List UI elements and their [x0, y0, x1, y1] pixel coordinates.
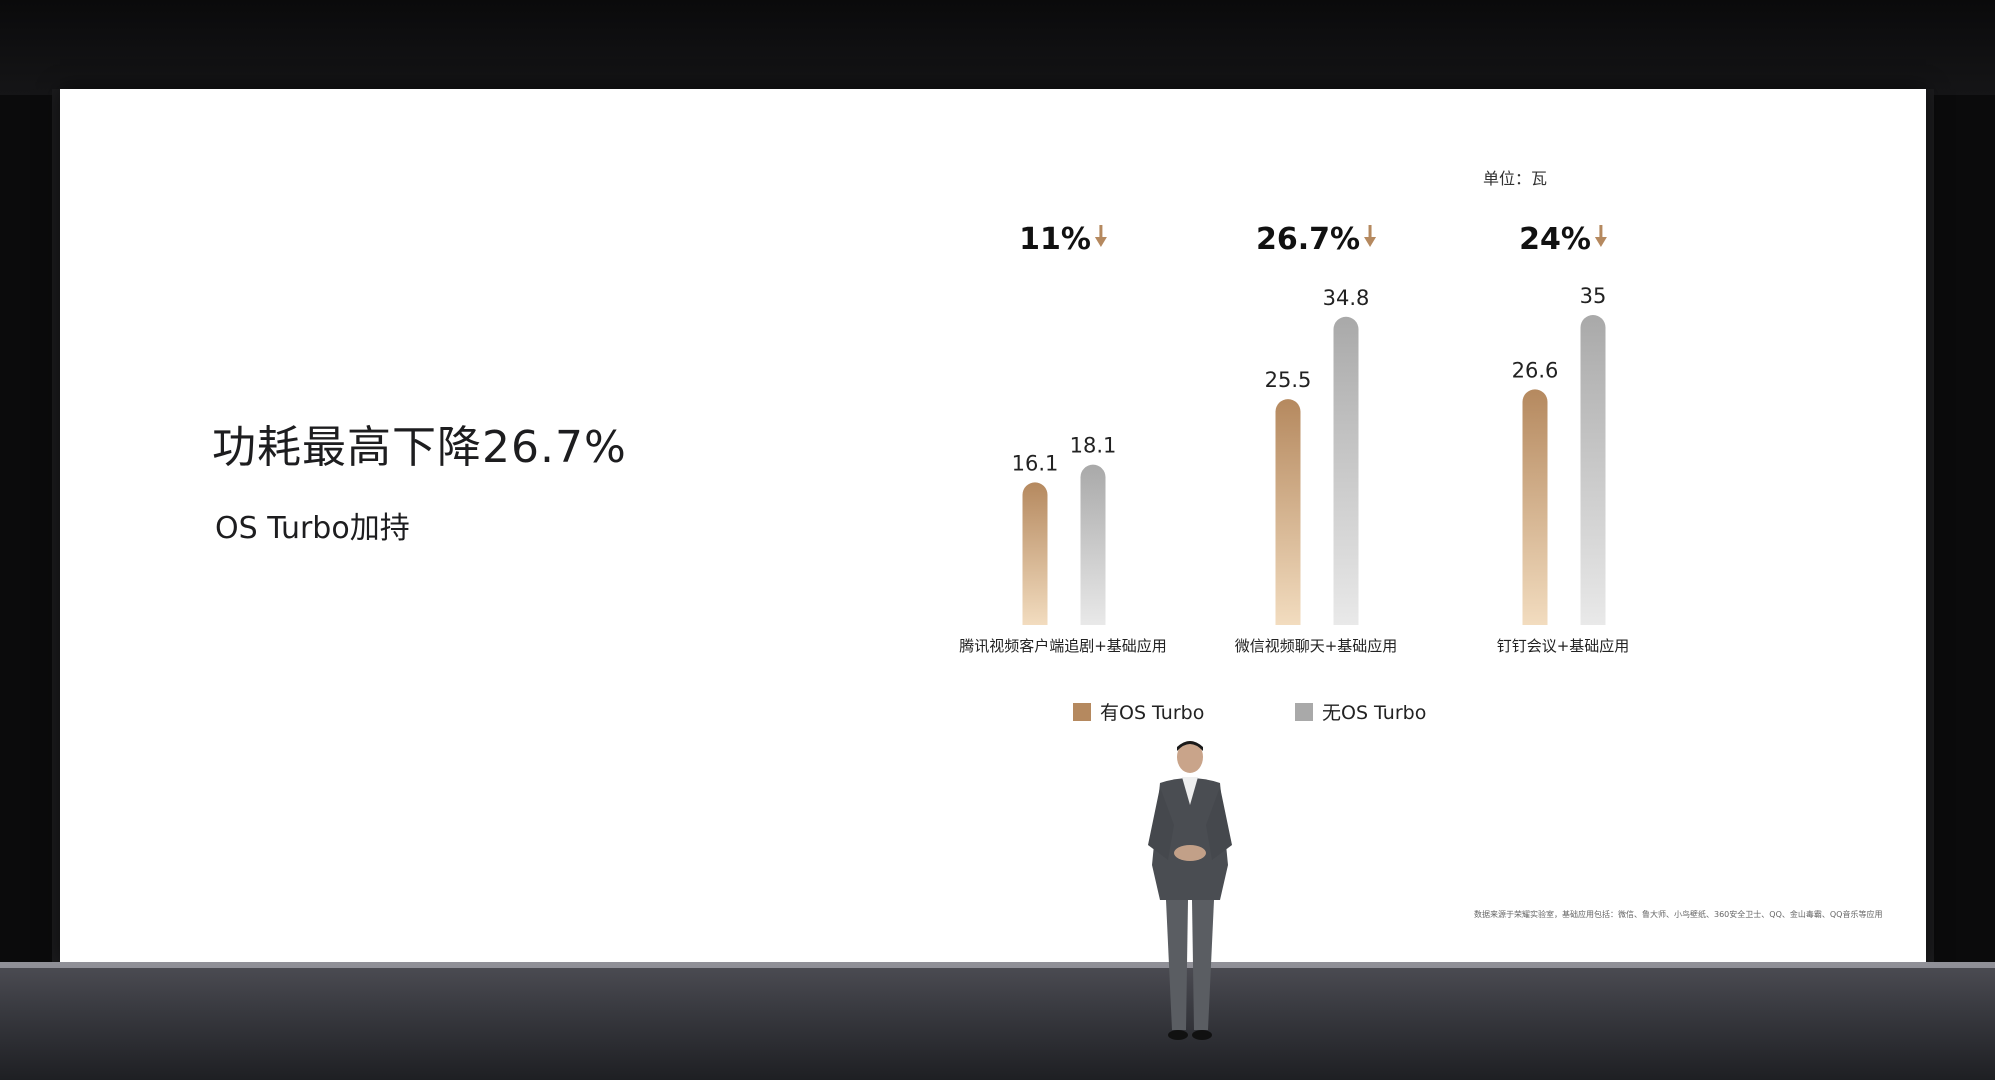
reduction-label: 26.7% [1256, 222, 1360, 257]
screen-bezel-right [1926, 89, 1934, 962]
category-label: 钉钉会议+基础应用 [1497, 637, 1630, 655]
bar-value-label: 16.1 [1012, 451, 1059, 475]
bar-value-label: 35 [1580, 284, 1607, 308]
reduction-label: 11% [1019, 222, 1091, 257]
reduction-label: 24% [1519, 222, 1591, 257]
stage-top-darkness [0, 0, 1995, 95]
bar-with-turbo-1 [1022, 482, 1048, 625]
legend-label: 有OS Turbo [1100, 702, 1204, 724]
stage-floor [0, 962, 1995, 1080]
stage-floor-edge [0, 962, 1995, 968]
legend-label: 无OS Turbo [1322, 702, 1426, 724]
bar-without-turbo-3 [1580, 315, 1606, 625]
bar-value-label: 34.8 [1323, 286, 1370, 310]
bar-without-turbo-1 [1080, 464, 1106, 625]
bar-without-turbo-2 [1333, 316, 1359, 625]
bar-value-label: 26.6 [1512, 358, 1559, 382]
down-arrow-icon [1094, 225, 1107, 247]
down-arrow-icon [1594, 225, 1607, 247]
presenter-figure [1148, 741, 1232, 1040]
slide-headline: 功耗最高下降26.7% [212, 422, 627, 473]
unit-label: 单位：瓦 [1483, 169, 1548, 188]
down-arrow-icon [1364, 225, 1377, 247]
bar-with-turbo-3 [1522, 389, 1548, 625]
bar-value-label: 18.1 [1070, 434, 1117, 458]
category-label: 腾讯视频客户端追剧+基础应用 [959, 637, 1167, 655]
power-consumption-bar-chart: 16.1 18.1 腾讯视频客户端追剧+基础应用 11% 25.5 34.8 微信视频聊天+… [959, 222, 1630, 724]
presentation-screen: 功耗最高下降26.7% OS Turbo加持 单位：瓦 数据来源于荣耀实验室，基… [60, 89, 1926, 962]
legend-swatch-without-turbo [1295, 703, 1313, 721]
bar-value-label: 25.5 [1265, 368, 1312, 392]
slide-subline: OS Turbo加持 [215, 511, 410, 546]
bar-with-turbo-2 [1275, 399, 1301, 625]
legend-swatch-with-turbo [1073, 703, 1091, 721]
screen-bezel-left [52, 89, 60, 962]
data-source-footnote: 数据来源于荣耀实验室，基础应用包括：微信、鲁大师、小鸟壁纸、360安全卫士、QQ… [1474, 910, 1883, 919]
category-label: 微信视频聊天+基础应用 [1235, 637, 1398, 655]
